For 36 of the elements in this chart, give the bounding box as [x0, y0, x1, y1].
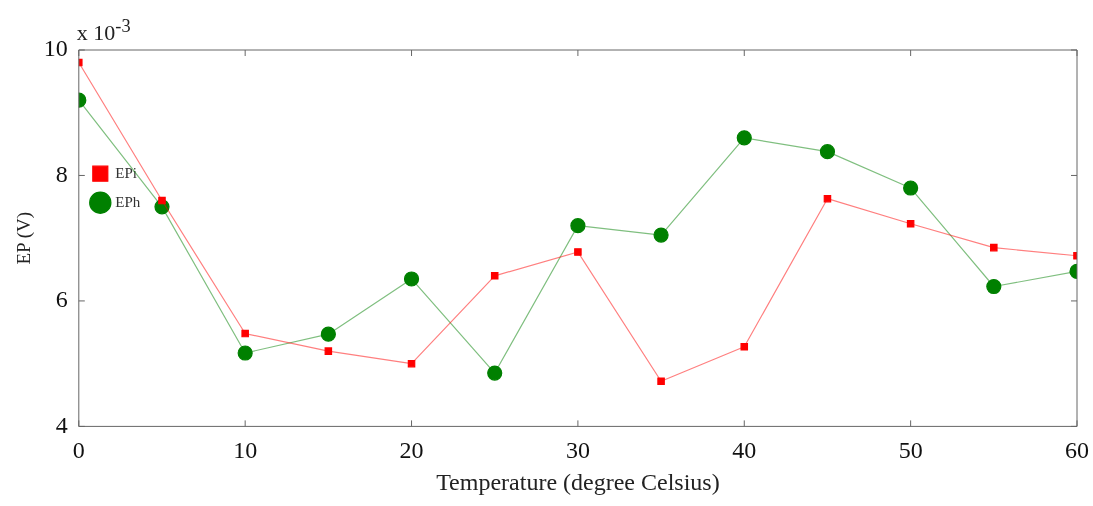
- point: [657, 377, 665, 386]
- point: [990, 243, 998, 252]
- y-tick-label: 10: [43, 35, 68, 62]
- point: [241, 329, 249, 338]
- x-tick-label: 20: [399, 437, 424, 464]
- text: x 10$^{-3}$: [76, 16, 131, 47]
- point: [487, 365, 503, 381]
- point: [320, 326, 336, 342]
- point: [158, 196, 166, 205]
- point: [403, 271, 420, 287]
- x-tick-label: 50: [898, 437, 923, 464]
- point: [570, 218, 586, 234]
- x-tick-label: 40: [732, 437, 757, 464]
- point: [740, 342, 749, 351]
- point: [324, 347, 333, 355]
- x-tick-label: 30: [565, 437, 590, 464]
- x-tick-label: 60: [1065, 437, 1089, 464]
- x-axis-title: Temperature (degree Celsius): [436, 468, 720, 495]
- point: [490, 272, 499, 280]
- y-tick-label: 6: [55, 286, 68, 313]
- point: [237, 345, 253, 361]
- y-tick-label: 4: [55, 411, 68, 438]
- x-tick-label: 0: [72, 437, 85, 464]
- point: [819, 144, 836, 160]
- x-tick-label: 10: [233, 437, 258, 464]
- point: [653, 227, 669, 243]
- legend-label: EPi: [115, 164, 137, 181]
- point: [986, 278, 1002, 295]
- legend-label: EPh: [115, 193, 141, 210]
- point: [903, 180, 919, 196]
- y-axis-title: EP (V): [13, 211, 36, 265]
- y-tick-label: 8: [55, 160, 68, 187]
- point: [736, 130, 752, 146]
- point: [823, 194, 832, 203]
- point: [574, 248, 582, 256]
- point: [906, 219, 915, 228]
